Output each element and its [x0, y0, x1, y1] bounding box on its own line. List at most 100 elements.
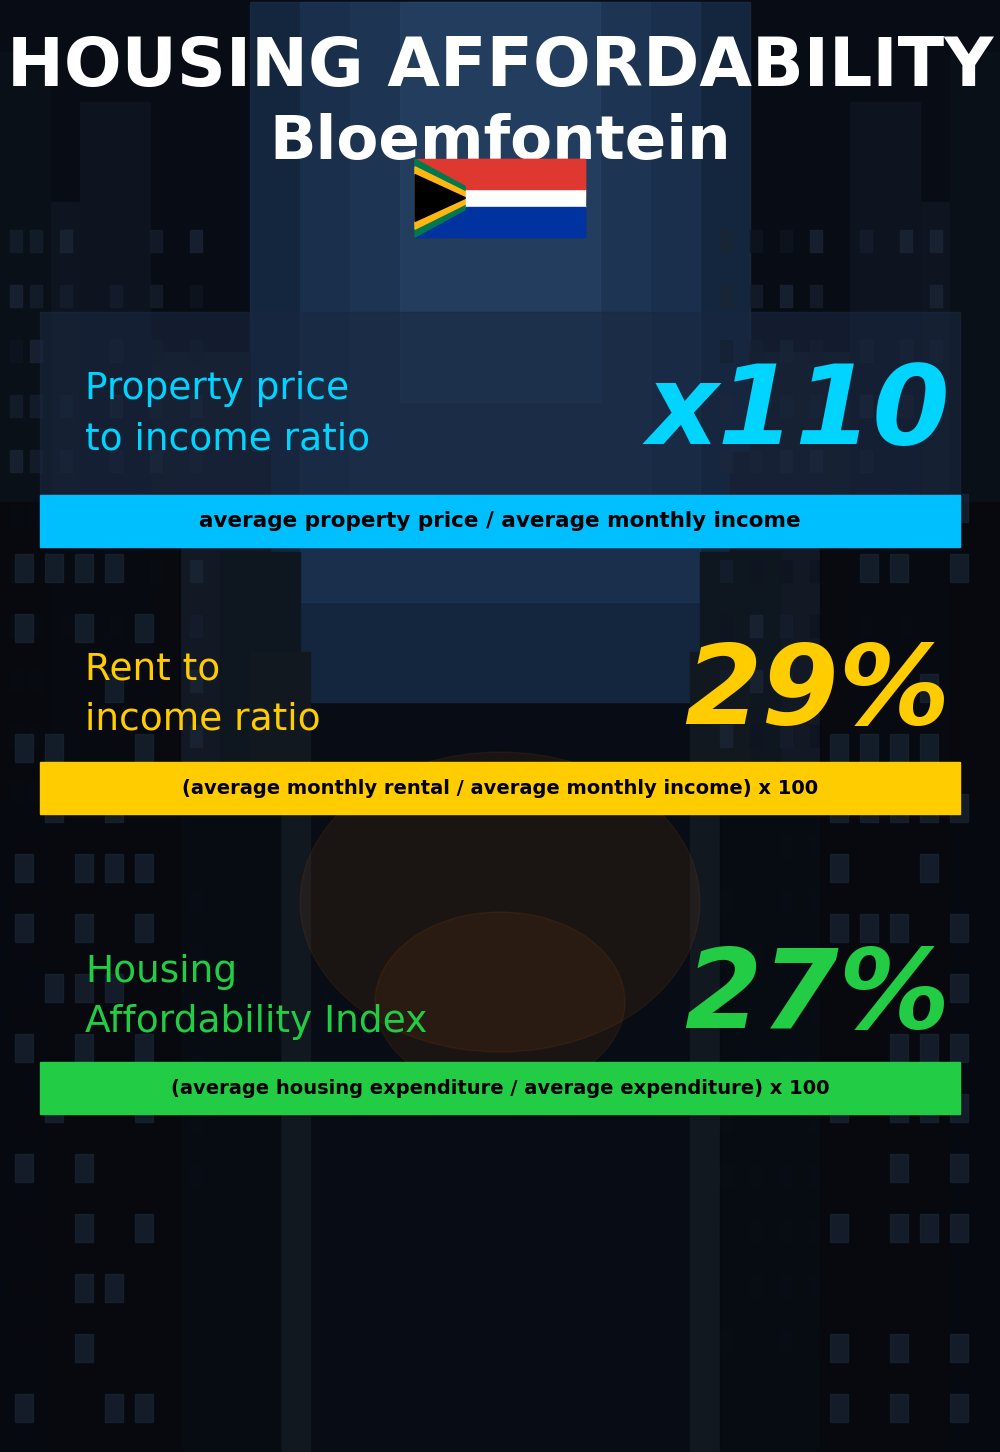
Bar — [780, 1275, 792, 1297]
Bar — [860, 1165, 872, 1186]
Bar — [810, 285, 822, 306]
Bar — [750, 450, 762, 472]
Bar — [830, 1394, 848, 1422]
Bar — [110, 616, 122, 637]
Bar — [75, 1034, 93, 1061]
Bar — [45, 735, 63, 762]
Bar — [720, 1220, 732, 1241]
Bar — [750, 340, 762, 362]
Bar — [900, 835, 912, 857]
Bar — [466, 189, 585, 208]
Bar — [900, 560, 912, 582]
Bar — [300, 1, 700, 603]
Polygon shape — [415, 167, 478, 229]
Bar — [135, 1034, 153, 1061]
Bar — [900, 890, 912, 912]
Bar — [750, 945, 762, 967]
Bar — [860, 945, 872, 967]
Bar — [830, 794, 848, 822]
Bar — [10, 1220, 22, 1241]
Bar — [40, 312, 960, 517]
Bar — [820, 502, 1000, 1452]
Bar — [60, 1109, 72, 1133]
Bar — [190, 340, 202, 362]
Bar — [950, 494, 968, 523]
Bar — [750, 890, 762, 912]
Bar — [930, 450, 942, 472]
Bar — [0, 802, 280, 1452]
Bar — [110, 1220, 122, 1241]
Bar — [810, 669, 822, 693]
Bar — [900, 229, 912, 253]
Bar — [60, 725, 72, 746]
Bar — [60, 450, 72, 472]
Bar — [466, 208, 585, 237]
Bar — [180, 452, 270, 1452]
Bar — [10, 1109, 22, 1133]
Bar — [920, 794, 938, 822]
Bar — [810, 340, 822, 362]
Bar — [930, 1109, 942, 1133]
Bar — [110, 285, 122, 306]
Bar — [15, 913, 33, 942]
Bar — [900, 505, 912, 527]
Bar — [930, 1000, 942, 1022]
Bar — [830, 735, 848, 762]
Bar — [40, 762, 960, 815]
Bar — [110, 560, 122, 582]
Bar — [750, 395, 762, 417]
Bar — [150, 669, 162, 693]
Bar — [75, 913, 93, 942]
Bar — [750, 1056, 762, 1077]
Bar — [890, 1394, 908, 1422]
Bar — [930, 835, 942, 857]
Bar — [190, 890, 202, 912]
Bar — [30, 616, 42, 637]
Bar — [780, 890, 792, 912]
Bar — [930, 1220, 942, 1241]
Bar — [150, 1109, 162, 1133]
Bar — [780, 835, 792, 857]
Bar — [30, 890, 42, 912]
Bar — [860, 229, 872, 253]
Bar — [15, 555, 33, 582]
Bar — [900, 395, 912, 417]
Bar — [30, 1000, 42, 1022]
Bar — [930, 616, 942, 637]
Bar — [780, 1165, 792, 1186]
Bar — [750, 229, 762, 253]
Bar — [780, 229, 792, 253]
Bar — [30, 1056, 42, 1077]
Bar — [110, 395, 122, 417]
Bar — [75, 1273, 93, 1302]
Bar — [0, 502, 180, 1452]
Bar — [0, 202, 120, 1452]
Bar — [150, 285, 162, 306]
Bar — [60, 560, 72, 582]
Bar — [150, 1056, 162, 1077]
Bar — [220, 552, 300, 1452]
Bar — [830, 854, 848, 881]
Bar — [720, 560, 732, 582]
Bar — [110, 450, 122, 472]
Bar — [930, 945, 942, 967]
Bar — [80, 102, 150, 1452]
Bar — [400, 1, 600, 402]
Bar — [10, 395, 22, 417]
Bar — [60, 890, 72, 912]
Bar — [780, 560, 792, 582]
Bar — [0, 52, 50, 1452]
Polygon shape — [415, 160, 486, 237]
Bar — [135, 614, 153, 642]
Bar — [890, 913, 908, 942]
Bar — [45, 794, 63, 822]
Bar — [830, 1214, 848, 1241]
Bar — [920, 854, 938, 881]
Bar — [810, 1275, 822, 1297]
Bar — [105, 555, 123, 582]
Bar — [780, 1330, 792, 1352]
Bar — [110, 505, 122, 527]
Bar — [780, 1000, 792, 1022]
Bar — [920, 1034, 938, 1061]
Bar — [930, 780, 942, 802]
